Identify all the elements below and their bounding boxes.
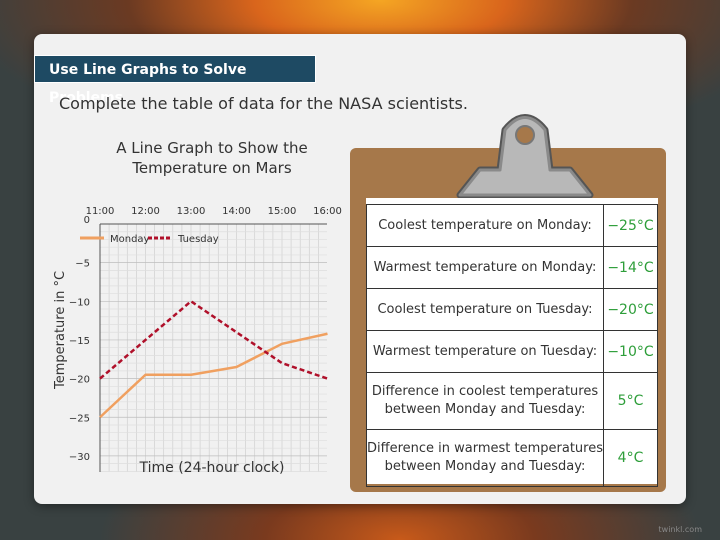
table-row: Coolest temperature on Tuesday: −20°C	[366, 288, 658, 331]
chart-title: A Line Graph to Show the Temperature on …	[116, 139, 308, 177]
row-answer: 4°C	[603, 429, 658, 487]
table-row: Difference in coolest temperatures betwe…	[366, 372, 658, 430]
row-question: Warmest temperature on Tuesday:	[366, 330, 604, 373]
x-tick-label: 15:00	[268, 206, 297, 217]
series-line-monday	[99, 332, 328, 419]
x-tick-label: 12:00	[131, 206, 160, 217]
table-row: Coolest temperature on Monday: −25°C	[366, 204, 658, 247]
slide-title: Use Line Graphs to Solve Problems	[34, 55, 316, 106]
y-tick-label: −15	[69, 336, 90, 347]
y-tick-label: 0	[84, 215, 90, 226]
legend-label: Tuesday	[177, 234, 219, 245]
table-row: Warmest temperature on Monday: −14°C	[366, 246, 658, 289]
y-tick-label: −5	[75, 259, 90, 270]
row-question: Warmest temperature on Monday:	[366, 246, 604, 289]
y-tick-label: −25	[69, 413, 90, 424]
x-axis-label: Time (24-hour clock)	[139, 460, 285, 476]
table-row: Warmest temperature on Tuesday: −10°C	[366, 330, 658, 373]
y-tick-label: −30	[69, 452, 90, 463]
row-question: Coolest temperature on Monday:	[366, 204, 604, 247]
legend-label: Monday	[110, 234, 150, 245]
table-row: Difference in warmest temperatures betwe…	[366, 429, 658, 487]
y-axis-label: Temperature in °C	[53, 271, 68, 390]
series-line-tuesday	[99, 300, 328, 380]
y-tick-label: −20	[69, 375, 90, 386]
x-tick-label: 13:00	[177, 206, 206, 217]
y-tick-label: −10	[69, 297, 90, 308]
answers-table: Coolest temperature on Monday: −25°C Warme…	[366, 204, 658, 487]
row-answer: −25°C	[603, 204, 658, 247]
row-answer: −14°C	[603, 246, 658, 289]
clipboard-clip-icon	[456, 114, 594, 199]
x-tick-label: 11:00	[86, 206, 115, 217]
row-question: Difference in coolest temperatures betwe…	[366, 372, 604, 430]
x-tick-label: 14:00	[222, 206, 251, 217]
row-answer: 5°C	[603, 372, 658, 430]
x-tick-label: 16:00	[313, 206, 342, 217]
row-question: Difference in warmest temperatures betwe…	[366, 429, 604, 487]
row-answer: −20°C	[603, 288, 658, 331]
row-answer: −10°C	[603, 330, 658, 373]
instruction-text: Complete the table of data for the NASA …	[59, 94, 468, 113]
row-question: Coolest temperature on Tuesday:	[366, 288, 604, 331]
watermark: twinkl.com	[658, 525, 702, 534]
